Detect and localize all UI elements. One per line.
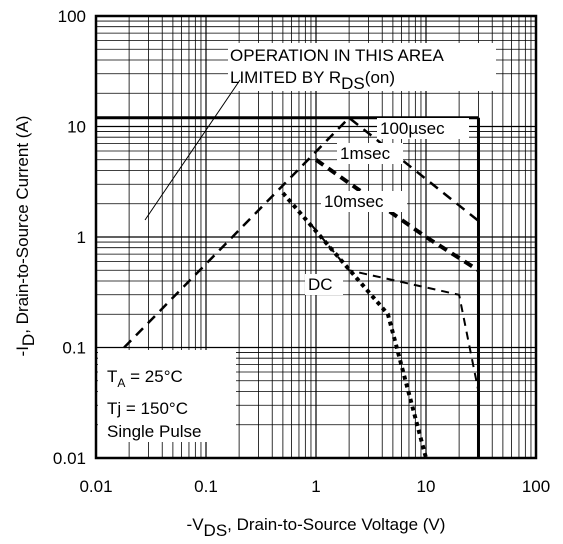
x-tick-label: 100 <box>522 477 550 496</box>
conditions-box <box>98 350 236 442</box>
series-line-dc <box>281 191 428 459</box>
x-tick-label: 1 <box>311 477 320 496</box>
annotation-leader-line <box>144 79 241 221</box>
x-tick-label: 10 <box>417 477 436 496</box>
series-label-bg-dc <box>305 274 343 295</box>
y-tick-label: 0.1 <box>62 339 86 358</box>
tick-labels: 0.01 0.1 1 10 100 100 10 1 0.1 0.01 <box>53 7 550 496</box>
x-tick-label: 0.1 <box>194 477 218 496</box>
y-tick-label: 10 <box>67 118 86 137</box>
series-label-1msec: 1msec <box>340 144 391 163</box>
annotation-line1: OPERATION IN THIS AREA <box>230 46 444 65</box>
series-label-bg-1msec <box>337 143 403 164</box>
annotation-box <box>228 43 496 91</box>
series-label-bg-10msec <box>321 191 407 212</box>
y-tick-label: 0.01 <box>53 449 86 468</box>
series-line-100-sec <box>123 116 480 349</box>
x-axis-label: -VDS, Drain-to-Source Voltage (V) <box>187 515 446 540</box>
y-tick-label: 100 <box>58 7 86 26</box>
series-line-10msec <box>310 223 480 392</box>
condition-pulse: Single Pulse <box>107 422 202 441</box>
x-tick-label: 0.01 <box>79 477 112 496</box>
series-group: 100µsec 1msec 10msec DC <box>123 116 480 459</box>
series-label-dc: DC <box>308 275 333 294</box>
series-label-10msec: 10msec <box>324 192 384 211</box>
plot-frame <box>94 14 538 460</box>
y-tick-label: 1 <box>77 228 86 247</box>
y-axis-label: -ID, Drain-to-Source Current (A) <box>13 116 38 357</box>
condition-tj: Tj = 150°C <box>107 399 188 418</box>
condition-ta: TA = 25°C <box>107 367 183 390</box>
limit-lines <box>96 116 480 458</box>
series-label-bg-100-sec <box>377 118 469 139</box>
series-label-100-sec: 100µsec <box>380 119 445 138</box>
annotation-line2: LIMITED BY RDS(on) <box>230 68 395 93</box>
